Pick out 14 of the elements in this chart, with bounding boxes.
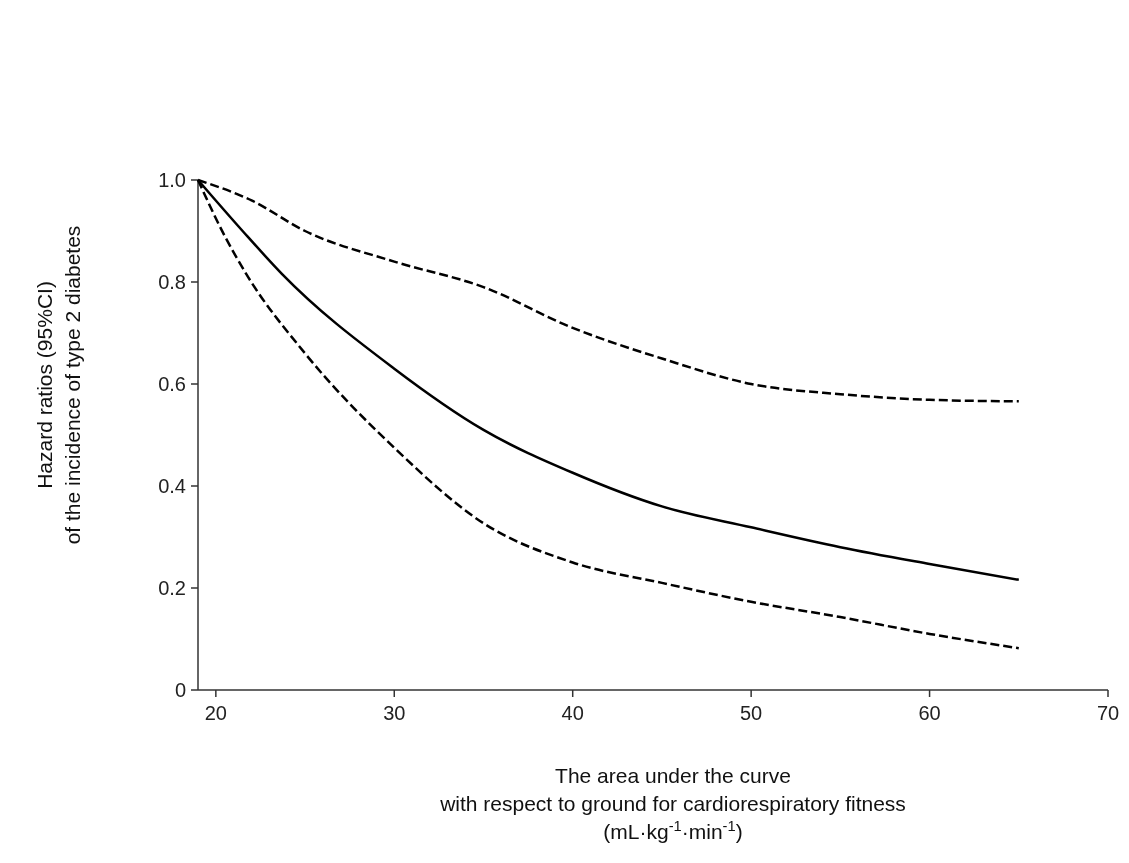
y-tick-label: 0.6 (158, 373, 186, 395)
y-tick-label: 1.0 (158, 169, 186, 191)
x-tick-label: 60 (918, 702, 941, 724)
y-tick-label: 0.4 (158, 475, 186, 497)
x-tick-label: 70 (1096, 702, 1120, 724)
x-tick-label: 40 (561, 702, 584, 724)
x-tick-label: 50 (740, 702, 763, 724)
x-tick-label: 20 (204, 702, 227, 724)
y-tick-label: 0.8 (158, 271, 186, 293)
x-axis-title: The area under the curve with respect to ground for cardiorespiratory fitness (mL·kg$^{-1}$·min$^{-1}$) (439, 764, 906, 843)
y-tick-label: 0 (174, 679, 186, 701)
y-tick-label: 0.2 (158, 577, 186, 599)
y-axis-title: Hazard ratios (95%CI) of the incidence of type 2 diabetes (33, 225, 84, 545)
x-tick-label: 30 (383, 702, 406, 724)
